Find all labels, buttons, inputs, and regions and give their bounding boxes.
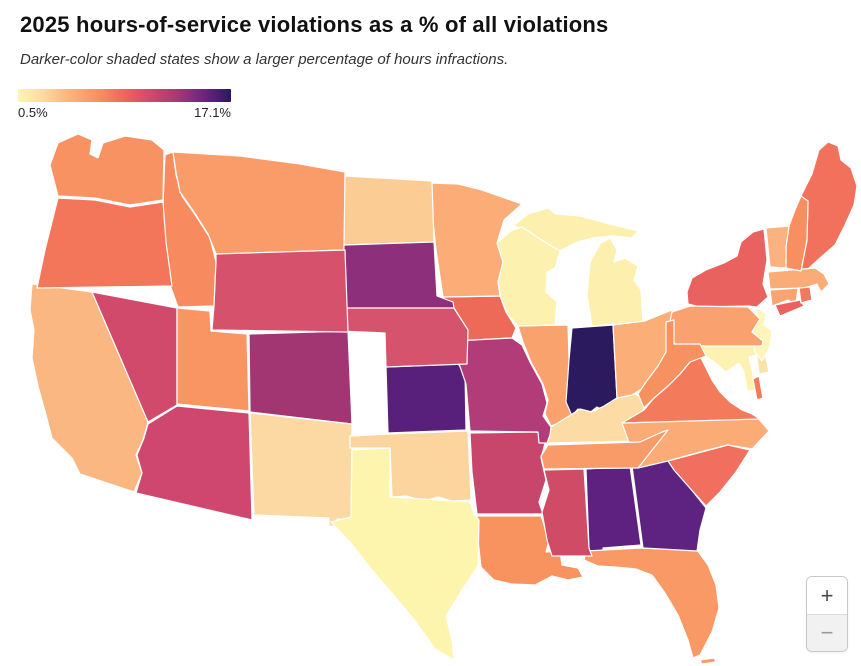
state-WV[interactable]: West Virginia — 6% <box>637 319 707 409</box>
state-TX[interactable]: Texas — 0.9% <box>330 447 480 661</box>
state-NY[interactable]: New York — 7.7% <box>774 299 805 317</box>
state-NE[interactable]: Nebraska — 9.2% <box>339 304 469 368</box>
state-WY[interactable]: Wyoming — 9.2% <box>211 249 349 333</box>
state-NV[interactable]: Nevada — 9.6% <box>91 291 178 423</box>
state-FL[interactable]: Florida — 5.6% <box>699 657 717 665</box>
legend-max-label: 17.1% <box>194 105 231 120</box>
state-ME[interactable]: Maine — 7.1% <box>800 141 858 272</box>
chart-header: 2025 hours-of-service violations as a % … <box>20 12 840 68</box>
chart-subtitle: Darker-color shaded states show a larger… <box>20 51 509 68</box>
state-SC[interactable]: South Carolina — 7.2% <box>667 444 751 507</box>
state-VA[interactable]: Virginia — 6.8% <box>752 375 764 401</box>
state-AR[interactable]: Arkansas — 10.1% <box>469 431 548 515</box>
state-CA[interactable]: California — 4.3% <box>29 283 149 493</box>
state-CO[interactable]: Colorado — 11.5% <box>248 330 353 425</box>
state-NM[interactable]: New Mexico — 2.6% <box>249 412 353 528</box>
zoom-out-button[interactable]: − <box>807 614 847 651</box>
state-MA[interactable]: Massachusetts — 4.8% <box>767 267 830 293</box>
state-MS[interactable]: Mississippi — 9.5% <box>541 468 593 557</box>
state-UT[interactable]: Utah — 5.8% <box>176 307 250 412</box>
state-WA[interactable]: Washington — 5.9% <box>49 133 165 206</box>
state-AZ[interactable]: Arizona — 9.8% <box>135 405 253 521</box>
state-WI[interactable]: Wisconsin — 1.1% <box>496 226 561 327</box>
map-zoom-controls: + − <box>806 576 848 652</box>
state-LA[interactable]: Louisiana — 5.9% <box>476 515 584 586</box>
state-NY[interactable]: New York — 7.7% <box>686 228 769 308</box>
state-VT[interactable]: Vermont — 4.5% <box>765 225 790 269</box>
page-title: 2025 hours-of-service violations as a % … <box>20 12 609 37</box>
state-PA[interactable]: Pennsylvania — 5.2% <box>667 305 764 347</box>
color-legend: 0.5% 17.1% <box>18 89 231 120</box>
state-ND[interactable]: North Dakota — 3.2% <box>343 175 435 246</box>
legend-min-label: 0.5% <box>18 105 48 120</box>
zoom-in-button[interactable]: + <box>807 577 847 614</box>
state-MO[interactable]: Missouri — 10.9% <box>454 337 552 444</box>
state-TN[interactable]: Tennessee — 5.5% <box>540 429 669 470</box>
legend-gradient-bar <box>18 89 231 102</box>
state-MI[interactable]: Michigan — 1.1% <box>586 237 644 327</box>
state-AL[interactable]: Alabama — 13.8% <box>585 465 642 563</box>
state-FL[interactable]: Florida — 5.6% <box>583 547 720 659</box>
state-KS[interactable]: Kansas — 14.1% <box>385 363 467 434</box>
state-RI[interactable]: Rhode Island — 6.7% <box>798 286 813 304</box>
state-OR[interactable]: Oregon — 6.9% <box>36 197 173 289</box>
state-MD[interactable]: Maryland — 1% <box>699 344 757 392</box>
